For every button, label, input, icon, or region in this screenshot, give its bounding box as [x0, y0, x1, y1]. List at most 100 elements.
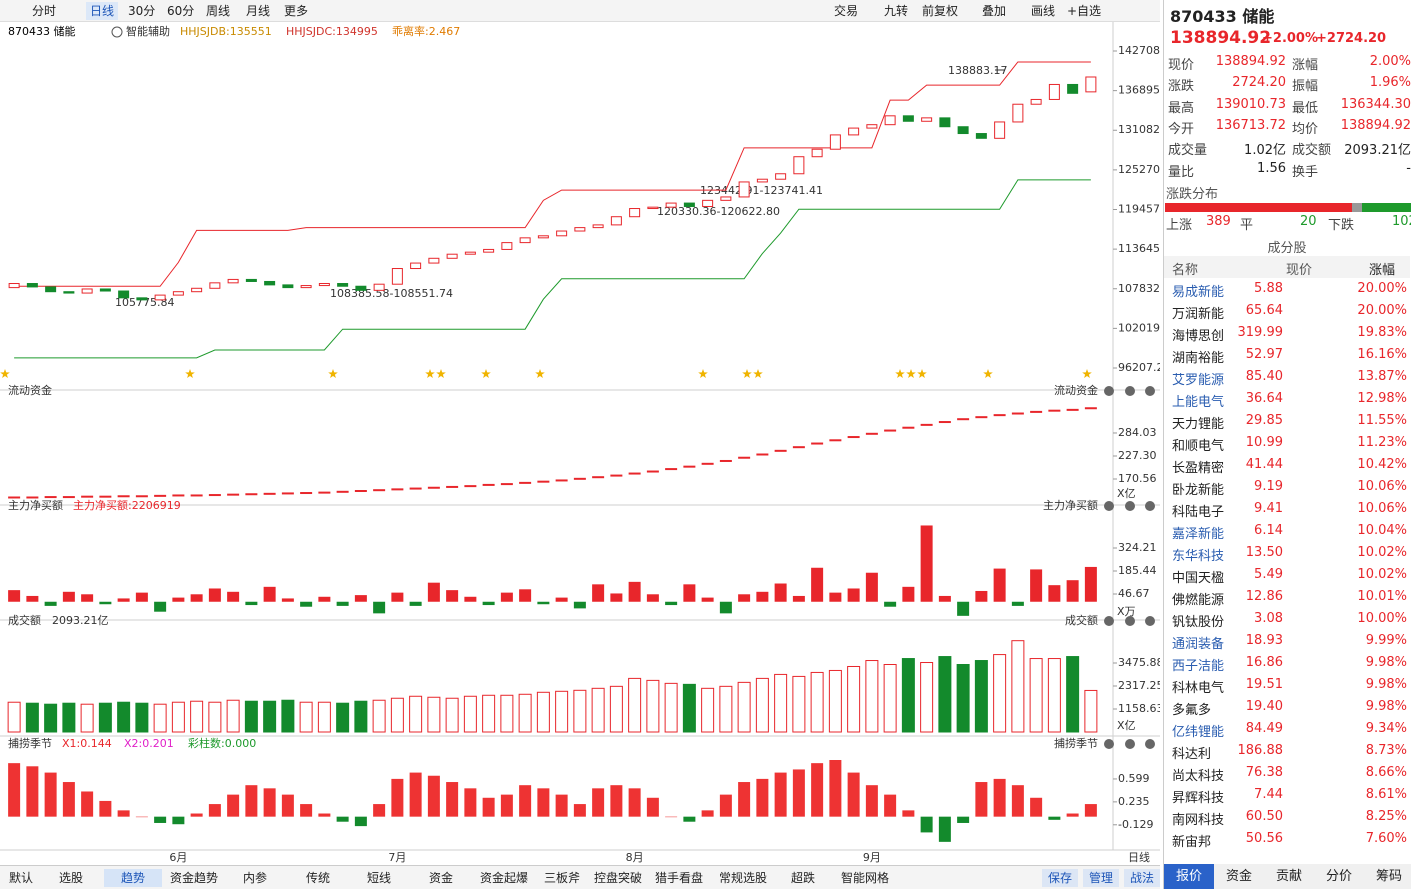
candle [537, 235, 549, 239]
bottom-tab[interactable]: 猎手看盘 [654, 871, 703, 885]
stock-name[interactable]: 东华科技 [1172, 549, 1225, 564]
stock-name[interactable]: 多氟多 [1172, 703, 1212, 718]
volume-bar [1066, 656, 1080, 733]
stock-name[interactable]: 昇辉科技 [1172, 791, 1225, 806]
toolbar-item[interactable]: 前复权 [922, 4, 959, 18]
star-icon [917, 369, 927, 378]
stock-name[interactable]: 易成新能 [1172, 285, 1225, 300]
panel-tab[interactable]: 资金 [1214, 864, 1264, 889]
indicator: 乖离率:2.467 [392, 24, 460, 38]
bottom-tab[interactable]: 资金起爆 [479, 871, 528, 885]
assist[interactable]: 智能辅助 [126, 24, 170, 38]
toolbar-item[interactable]: 日线 [86, 2, 119, 20]
toolbar-item[interactable]: 60分 [167, 4, 195, 18]
stock-change: 8.61% [1365, 787, 1407, 802]
bottom-button[interactable]: 战法 [1124, 869, 1160, 887]
toolbar-item[interactable]: 月线 [246, 4, 271, 18]
toolbar-item[interactable]: 画线 [1031, 4, 1056, 18]
stock-name[interactable]: 西子洁能 [1172, 659, 1225, 674]
bar [446, 590, 459, 602]
bar [993, 568, 1006, 602]
toolbar-item[interactable]: 叠加 [982, 4, 1007, 18]
toolbar-item[interactable]: 周线 [206, 4, 231, 18]
toolbar-item[interactable]: 分时 [32, 4, 57, 18]
bottom-tab[interactable]: 控盘突破 [593, 871, 642, 885]
stock-name[interactable]: 和顺电气 [1172, 439, 1225, 454]
bar [646, 594, 659, 602]
volume-bar [463, 695, 477, 733]
candle [373, 283, 385, 291]
stock-name[interactable]: 艾罗能源 [1172, 373, 1225, 388]
stock-name[interactable]: 嘉泽新能 [1172, 527, 1225, 542]
bottom-tab[interactable]: 资金 [428, 871, 453, 885]
osc-count: 彩柱数:0.000 [188, 736, 256, 750]
candle [391, 268, 403, 285]
stock-name[interactable]: 天力锂能 [1172, 417, 1225, 432]
bar [774, 772, 787, 817]
bottom-tab[interactable]: 默认 [8, 871, 33, 885]
bottom-tab[interactable]: 内参 [242, 871, 267, 885]
candle [245, 278, 257, 282]
stock-change: 10.06% [1357, 501, 1407, 516]
candle [118, 290, 130, 299]
stock-name[interactable]: 万润新能 [1172, 307, 1225, 322]
bar [500, 592, 513, 602]
volume-bar [555, 690, 569, 733]
toolbar-item[interactable]: 30分 [128, 4, 156, 18]
volume-bar [25, 702, 39, 733]
stock-name[interactable]: 新宙邦 [1172, 835, 1212, 850]
stock-name[interactable]: 尚太科技 [1172, 769, 1225, 784]
stock-name[interactable]: 科达利 [1172, 747, 1212, 762]
candle [647, 206, 659, 210]
bottom-tab[interactable]: 常规选股 [718, 871, 767, 885]
quote-price: 138894.92 [1170, 28, 1272, 48]
bar [537, 601, 550, 605]
stock-name[interactable]: 卧龙新能 [1172, 483, 1225, 498]
bar [62, 782, 75, 817]
panel-tab[interactable]: 报价 [1164, 864, 1214, 889]
stock-name[interactable]: 科林电气 [1172, 681, 1225, 696]
panel-tab[interactable]: 贡献 [1264, 864, 1314, 889]
panel-tab[interactable]: 筹码 [1364, 864, 1411, 889]
volume-bar [44, 703, 58, 733]
bottom-tab[interactable]: 传统 [305, 871, 330, 885]
quote-value: 136344.30 [1340, 96, 1411, 112]
bottom-tab[interactable]: 趋势 [104, 869, 162, 887]
bottom-tab[interactable]: 短线 [366, 871, 391, 885]
stock-name[interactable]: 长盈精密 [1172, 461, 1225, 476]
candle [610, 216, 622, 226]
bottom-tab[interactable]: 资金趋势 [169, 871, 218, 885]
candle [355, 285, 367, 291]
stock-name[interactable]: 通润装备 [1172, 637, 1225, 652]
dist-segment [1165, 203, 1353, 212]
stock-name[interactable]: 亿纬锂能 [1172, 725, 1225, 740]
stock-name[interactable]: 南网科技 [1172, 813, 1225, 828]
stock-change: 7.60% [1365, 831, 1407, 846]
bottom-button[interactable]: 管理 [1083, 869, 1119, 887]
stock-name[interactable]: 上能电气 [1172, 395, 1225, 410]
bottom-tab[interactable]: 选股 [58, 871, 83, 885]
bottom-button[interactable]: 保存 [1042, 869, 1078, 887]
toolbar-item[interactable]: +自选 [1067, 4, 1102, 18]
panel-tab[interactable]: 分价 [1314, 864, 1364, 889]
stock-name[interactable]: 湖南裕能 [1172, 351, 1225, 366]
stock-price: 13.50 [1245, 545, 1283, 560]
bottom-tab[interactable]: 智能网格 [840, 871, 889, 885]
bottom-tab[interactable]: 三板斧 [543, 871, 580, 885]
toolbar-item[interactable]: 更多 [284, 4, 309, 18]
table-header-bg [1164, 256, 1410, 278]
candle [26, 283, 38, 288]
stock-name[interactable]: 海博思创 [1172, 329, 1225, 344]
stock-name[interactable]: 中国天楹 [1172, 571, 1225, 586]
y-tick-label: 3475.88 [1118, 656, 1160, 669]
bottom-tab[interactable]: 超跌 [790, 871, 815, 885]
assist-icon[interactable] [111, 26, 123, 38]
quote-value: 1.02亿 [1244, 143, 1286, 159]
stock-name[interactable]: 佛燃能源 [1172, 593, 1225, 608]
volume-bar [993, 654, 1007, 733]
stock-name[interactable]: 钒钛股份 [1172, 615, 1225, 630]
toolbar-item[interactable]: 九转 [884, 4, 909, 18]
stock-name[interactable]: 科陆电子 [1172, 505, 1225, 520]
bar [26, 766, 39, 817]
toolbar-item[interactable]: 交易 [834, 4, 859, 18]
